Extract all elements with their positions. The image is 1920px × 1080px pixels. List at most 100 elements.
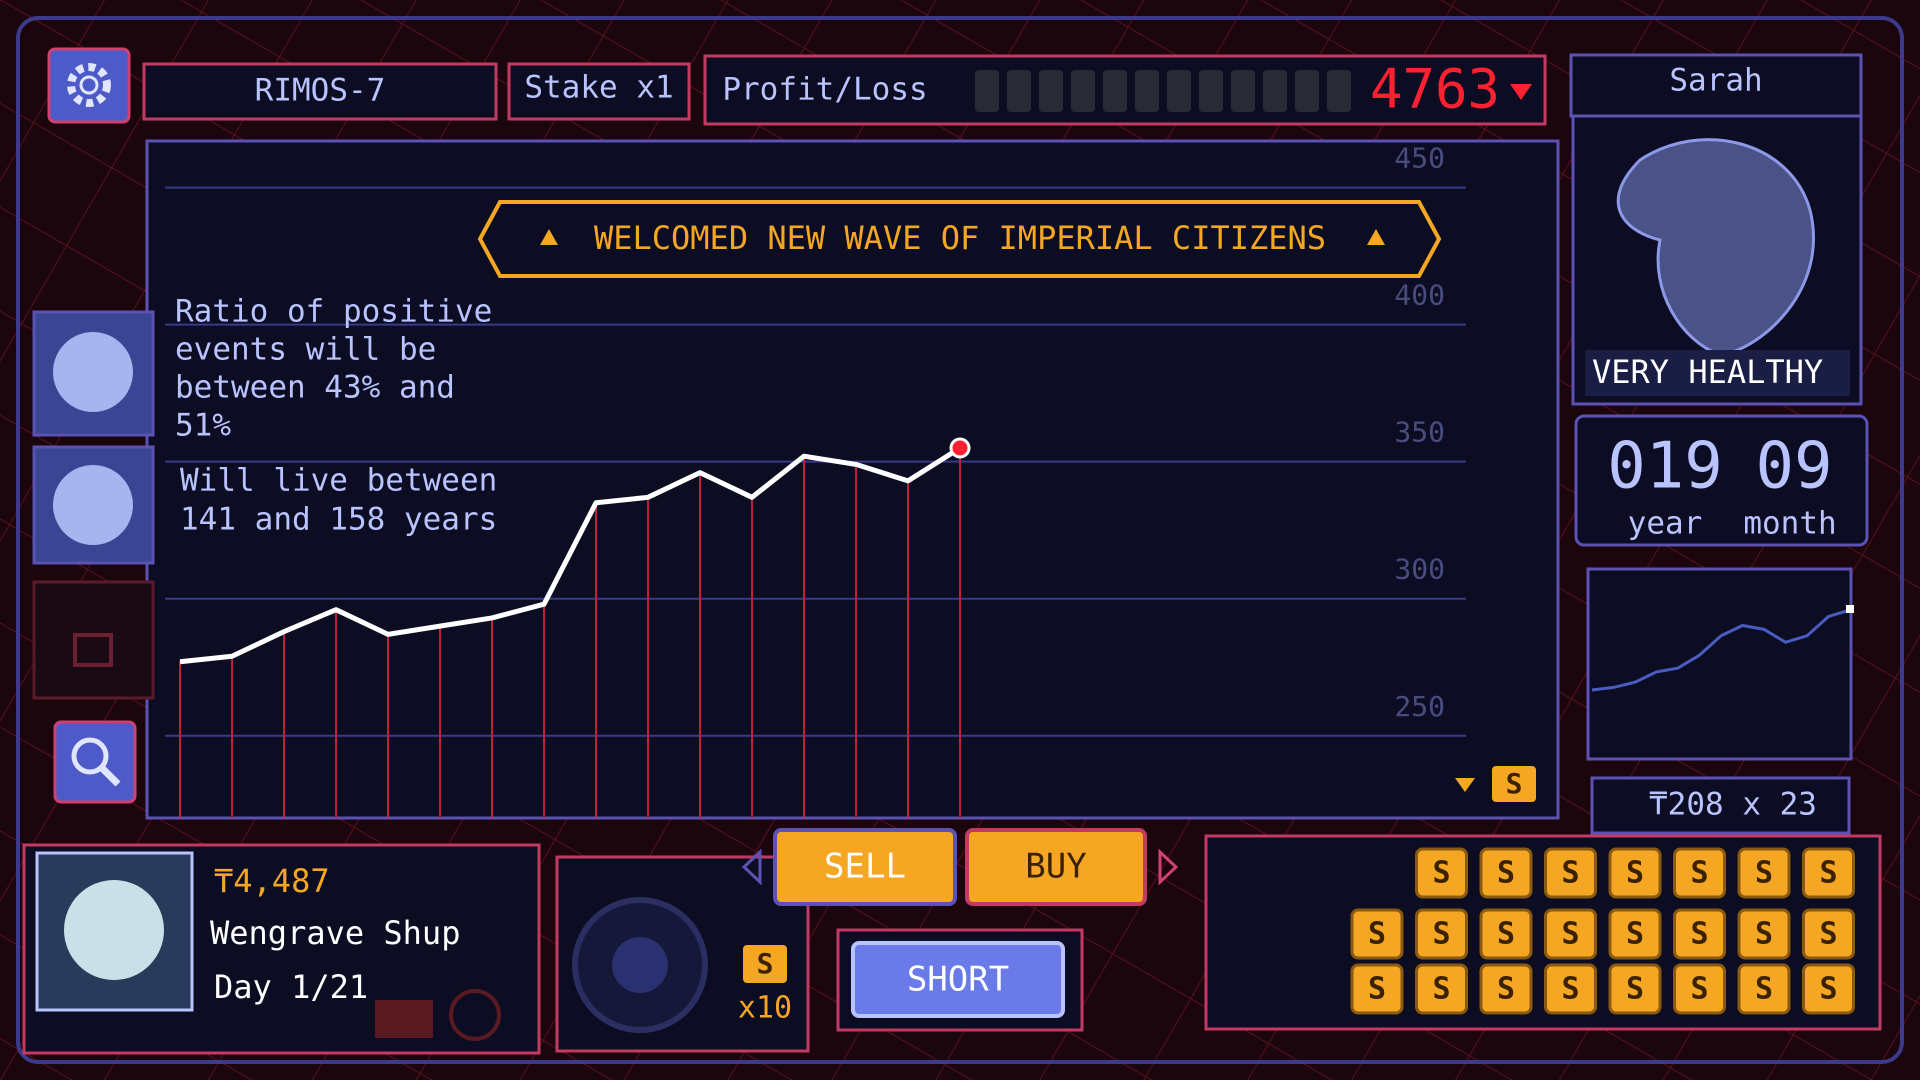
buy-label[interactable]: BUY	[1025, 847, 1086, 887]
coin-symbol: S	[1819, 972, 1837, 1007]
coin-symbol: S	[1626, 917, 1644, 952]
coin[interactable]	[1479, 908, 1533, 960]
short-label[interactable]: SHORT	[907, 960, 1009, 1000]
multiplier-coin-symbol: S	[757, 947, 774, 980]
counter-slot	[1167, 70, 1191, 112]
coin[interactable]	[1673, 963, 1726, 1015]
counter-slot	[1231, 70, 1255, 112]
coin-symbol: S	[1497, 856, 1515, 891]
banner-text: WELCOMED NEW WAVE OF IMPERIAL CITIZENS	[594, 219, 1326, 257]
coin[interactable]	[1479, 847, 1533, 899]
short-button[interactable]	[851, 941, 1065, 1018]
coin[interactable]	[1544, 908, 1597, 960]
coin-symbol: S	[1368, 917, 1386, 952]
coin-symbol: S	[1432, 856, 1450, 891]
down-arrow	[1510, 84, 1532, 100]
left-arrow[interactable]	[741, 848, 762, 886]
name-box	[1569, 53, 1863, 118]
chart-layer: 250 300 350 400 450	[165, 142, 1466, 818]
down-marker	[1455, 778, 1475, 792]
player-name: Wengrave Shup	[210, 914, 460, 952]
citizen-price: ₸208 x 23	[1649, 787, 1817, 823]
coin-symbol: S	[1626, 856, 1644, 891]
coin[interactable]	[1608, 963, 1662, 1015]
price-box	[1590, 776, 1851, 835]
locked-slot	[32, 580, 155, 700]
coin-symbol: S	[1755, 917, 1773, 952]
counter-slot	[1327, 70, 1351, 112]
coin-symbol: S	[1432, 972, 1450, 1007]
counter-slot	[975, 70, 999, 112]
coin-symbol: S	[1755, 972, 1773, 1007]
profit-value: 4763	[1370, 58, 1500, 121]
stake[interactable]: Stake x1	[524, 70, 673, 106]
coin[interactable]	[1350, 963, 1404, 1015]
multiplier-coin	[743, 945, 787, 983]
station-box	[142, 62, 498, 121]
note-line: between 43% and	[175, 370, 455, 406]
player-day: Day 1/21	[214, 968, 368, 1006]
citizen-name: Sarah	[1669, 63, 1762, 99]
counter-slot	[1199, 70, 1223, 112]
coin[interactable]	[1544, 963, 1597, 1015]
note-line: Ratio of positive	[175, 294, 492, 330]
coin[interactable]	[1737, 908, 1791, 960]
coin[interactable]	[1608, 847, 1662, 899]
coin[interactable]	[1415, 963, 1468, 1015]
profit-label: Profit/Loss	[722, 72, 927, 108]
coin[interactable]	[1544, 847, 1597, 899]
coin-symbol: S	[1561, 856, 1579, 891]
search-icon	[71, 737, 109, 775]
coin[interactable]	[1737, 963, 1791, 1015]
portrait-dog-face	[53, 332, 133, 412]
counter-slot	[1103, 70, 1127, 112]
stake-box	[507, 62, 691, 121]
settings-icon	[67, 63, 111, 107]
search-button[interactable]	[53, 720, 137, 804]
counter-slot	[1007, 70, 1031, 112]
coin[interactable]	[1802, 847, 1855, 899]
banner	[477, 200, 1442, 278]
year-label: year	[1628, 506, 1703, 542]
note-line: events will be	[175, 332, 436, 368]
coin[interactable]	[1802, 963, 1855, 1015]
wallet-coins: S S S S S S SS S S S S S S SS S S S S S S S	[1350, 847, 1855, 1015]
station-name: RIMOS-7	[255, 73, 386, 109]
y-tick-label: 300	[1394, 553, 1445, 586]
coin-symbol: S	[1561, 917, 1579, 952]
coin[interactable]	[1415, 847, 1468, 899]
coin[interactable]	[1415, 908, 1468, 960]
sell-label[interactable]: SELL	[824, 847, 906, 887]
dial-icon	[449, 989, 501, 1041]
trend-box	[1586, 567, 1853, 761]
buy-button[interactable]	[965, 828, 1147, 906]
coin-badge	[1492, 766, 1536, 802]
coin[interactable]	[1350, 908, 1404, 960]
trend-line	[1591, 608, 1851, 692]
lock-icon	[73, 633, 113, 667]
stopwatch-center	[612, 937, 668, 993]
counter-dim-digits	[975, 70, 1351, 112]
note-line: 51%	[175, 408, 231, 444]
y-tick-label: 450	[1394, 142, 1445, 175]
coin-symbol: S	[1432, 917, 1450, 952]
ticket-icon	[375, 1000, 433, 1038]
player-portrait-face	[64, 880, 164, 980]
portrait-creature-face	[53, 465, 133, 545]
coin[interactable]	[1802, 908, 1855, 960]
sell-button[interactable]	[773, 828, 957, 906]
y-tick-label: 400	[1394, 279, 1445, 312]
current-point	[949, 437, 971, 459]
right-arrow[interactable]	[1158, 848, 1179, 886]
age-years: 019	[1607, 430, 1723, 504]
coin[interactable]	[1673, 847, 1726, 899]
counter-slot	[1263, 70, 1287, 112]
coin[interactable]	[1479, 963, 1533, 1015]
coin-symbol: S	[1561, 972, 1579, 1007]
coin[interactable]	[1737, 847, 1791, 899]
age-box	[1574, 414, 1869, 547]
coin[interactable]	[1608, 908, 1662, 960]
coin[interactable]	[1673, 908, 1726, 960]
